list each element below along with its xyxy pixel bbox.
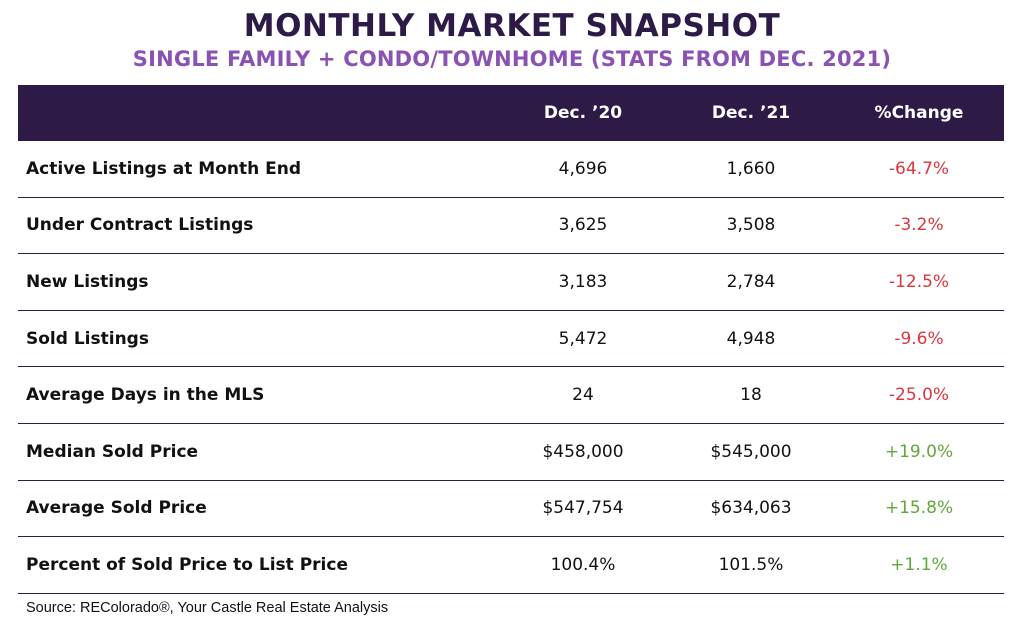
row-label: Median Sold Price [26, 441, 199, 462]
cell-change: +19.0% [884, 441, 954, 462]
header-change: %Change [874, 103, 964, 123]
cell-dec-21: $634,063 [710, 498, 792, 519]
row-label: Sold Listings [26, 328, 149, 349]
cell-dec-21: 18 [740, 385, 762, 406]
table-row: Average Days in the MLS 24 18 -25.0% [18, 367, 1004, 424]
row-label: Average Days in the MLS [26, 385, 265, 406]
table-row: Active Listings at Month End 4,696 1,660… [18, 141, 1004, 198]
market-table: Dec. ’20 Dec. ’21 %Change Active Listing… [18, 85, 1004, 594]
cell-dec-20: 24 [572, 385, 594, 406]
table-header: Dec. ’20 Dec. ’21 %Change [18, 85, 1004, 141]
cell-dec-20: 5,472 [558, 328, 608, 349]
cell-change: -25.0% [888, 385, 950, 406]
cell-dec-21: 4,948 [726, 328, 776, 349]
cell-change: -12.5% [888, 271, 950, 292]
row-label: Active Listings at Month End [26, 158, 302, 179]
row-label: Under Contract Listings [26, 215, 254, 236]
cell-dec-20: 4,696 [558, 158, 608, 179]
page-title: MONTHLY MARKET SNAPSHOT [243, 8, 781, 44]
cell-dec-21: 2,784 [726, 271, 776, 292]
cell-change: +15.8% [884, 498, 954, 519]
cell-dec-21: 3,508 [726, 215, 776, 236]
cell-dec-20: $547,754 [542, 498, 624, 519]
source-note: Source: REColorado®, Your Castle Real Es… [26, 600, 389, 616]
cell-dec-21: $545,000 [710, 441, 792, 462]
cell-change: -9.6% [894, 328, 944, 349]
cell-dec-20: 100.4% [550, 554, 616, 575]
header-dec-21: Dec. ’21 [711, 103, 791, 123]
table-row: Average Sold Price $547,754 $634,063 +15… [18, 481, 1004, 538]
table-row: New Listings 3,183 2,784 -12.5% [18, 254, 1004, 311]
table-row: Sold Listings 5,472 4,948 -9.6% [18, 311, 1004, 368]
cell-dec-21: 1,660 [726, 158, 776, 179]
page-subtitle: SINGLE FAMILY + CONDO/TOWNHOME (STATS FR… [132, 47, 892, 71]
cell-change: -64.7% [888, 158, 950, 179]
cell-change: -3.2% [894, 215, 944, 236]
table-row: Median Sold Price $458,000 $545,000 +19.… [18, 424, 1004, 481]
cell-dec-20: $458,000 [542, 441, 624, 462]
cell-dec-21: 101.5% [718, 554, 784, 575]
cell-change: +1.1% [890, 554, 948, 575]
header-dec-20: Dec. ’20 [543, 103, 623, 123]
row-label: Average Sold Price [26, 498, 207, 519]
table-row: Percent of Sold Price to List Price 100.… [18, 537, 1004, 594]
row-label: New Listings [26, 271, 149, 292]
cell-dec-20: 3,183 [558, 271, 608, 292]
cell-dec-20: 3,625 [558, 215, 608, 236]
row-label: Percent of Sold Price to List Price [26, 554, 348, 575]
table-row: Under Contract Listings 3,625 3,508 -3.2… [18, 198, 1004, 255]
